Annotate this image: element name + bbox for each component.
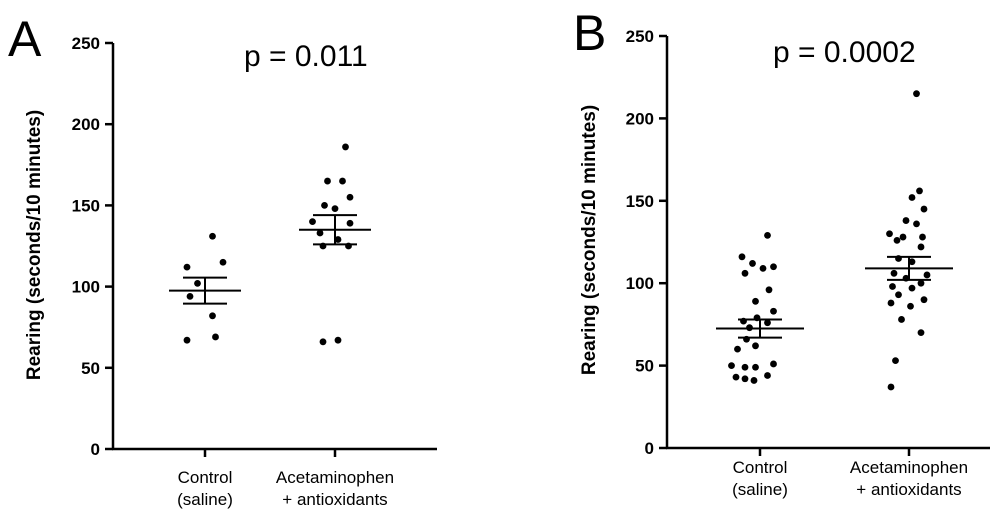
data-point: [346, 219, 354, 227]
data-point: [749, 260, 756, 267]
data-point: [209, 232, 216, 240]
data-point: [892, 357, 899, 365]
data-point: [334, 336, 342, 344]
p-value-annotation: p = 0.011: [244, 40, 368, 73]
data-point: [331, 205, 339, 213]
data-point: [321, 202, 328, 209]
data-point: [770, 307, 777, 315]
data-point: [732, 373, 740, 381]
y-tick-label: 200: [626, 109, 654, 128]
data-point: [752, 297, 759, 305]
data-point: [887, 299, 895, 307]
y-axis-label: Rearing (seconds/10 minutes): [24, 110, 45, 380]
data-point: [770, 263, 777, 271]
category-label: Control: [178, 468, 233, 487]
data-point: [183, 336, 191, 344]
category-label: + antioxidants: [282, 490, 387, 509]
y-tick-label: 150: [72, 196, 100, 215]
data-point: [887, 383, 895, 391]
data-marks: [169, 143, 371, 346]
data-point: [309, 218, 316, 226]
data-point: [339, 177, 346, 185]
data-point: [186, 292, 194, 300]
data-point: [209, 312, 216, 320]
data-point: [917, 243, 925, 251]
data-point: [764, 232, 771, 239]
data-point: [752, 342, 759, 350]
y-tick-label: 50: [81, 359, 100, 378]
data-point: [907, 302, 914, 310]
y-tick-label: 200: [72, 115, 100, 134]
data-point: [759, 264, 767, 272]
y-tick-label: 100: [72, 278, 100, 297]
data-point: [183, 263, 191, 271]
data-point: [923, 271, 931, 279]
data-point: [917, 279, 925, 287]
data-point: [316, 229, 324, 237]
y-axis-label: Rearing (seconds/10 minutes): [579, 105, 600, 375]
data-point: [908, 194, 916, 201]
data-point: [908, 258, 916, 266]
y-tick-label: 0: [91, 440, 100, 459]
y-tick-label: 50: [635, 357, 654, 376]
category-label: (saline): [177, 490, 233, 509]
data-point: [893, 236, 901, 244]
data-point: [752, 363, 759, 371]
category-label: Acetaminophen: [276, 468, 394, 487]
data-point: [917, 329, 925, 337]
data-point: [728, 362, 735, 369]
data-point: [764, 372, 771, 379]
data-point: [319, 338, 327, 346]
data-point: [738, 253, 746, 261]
data-point: [750, 377, 758, 384]
data-point: [334, 236, 342, 243]
data-point: [895, 291, 902, 299]
category-label: Acetaminophen: [850, 458, 968, 477]
data-point: [916, 187, 923, 195]
y-tick-label: 0: [645, 439, 654, 458]
data-point: [889, 283, 896, 290]
data-point: [920, 205, 928, 213]
data-marks: [716, 90, 953, 391]
data-point: [770, 360, 777, 368]
category-label: Control: [733, 458, 788, 477]
data-point: [734, 345, 741, 353]
data-point: [346, 193, 354, 201]
data-point: [342, 143, 349, 151]
data-point: [899, 233, 907, 241]
axes: 0 50 100 150 200 250 Control (saline) Acetaminop…: [72, 34, 437, 509]
y-tick-label: 250: [626, 27, 654, 46]
panel-b: B p = 0.0002 Rearing (seconds/10 minutes…: [573, 5, 990, 499]
data-point: [741, 363, 749, 371]
data-point: [886, 230, 893, 238]
data-point: [898, 316, 905, 323]
panel-label: A: [8, 11, 42, 67]
p-value-annotation: p = 0.0002: [773, 36, 916, 69]
data-point: [913, 90, 920, 98]
data-point: [764, 319, 771, 327]
panel-a: A p = 0.011 Rearing (seconds/10 minutes)…: [8, 11, 437, 509]
data-point: [890, 269, 898, 277]
data-point: [908, 284, 916, 292]
data-point: [902, 217, 910, 224]
data-point: [765, 286, 773, 294]
category-label: (saline): [732, 480, 788, 499]
y-tick-label: 250: [72, 34, 100, 53]
data-point: [919, 233, 926, 241]
panel-label: B: [573, 5, 606, 61]
y-tick-label: 150: [626, 192, 654, 211]
y-tick-label: 100: [626, 274, 654, 293]
axes: 0 50 100 150 200 250 Control (saline) Acetaminop…: [626, 27, 990, 499]
data-point: [741, 375, 749, 383]
data-point: [913, 220, 920, 228]
data-point: [741, 269, 749, 277]
data-point: [194, 279, 201, 287]
data-point: [324, 177, 331, 185]
data-point: [920, 296, 928, 304]
category-label: + antioxidants: [856, 480, 961, 499]
data-point: [212, 333, 219, 341]
data-point: [219, 258, 227, 266]
